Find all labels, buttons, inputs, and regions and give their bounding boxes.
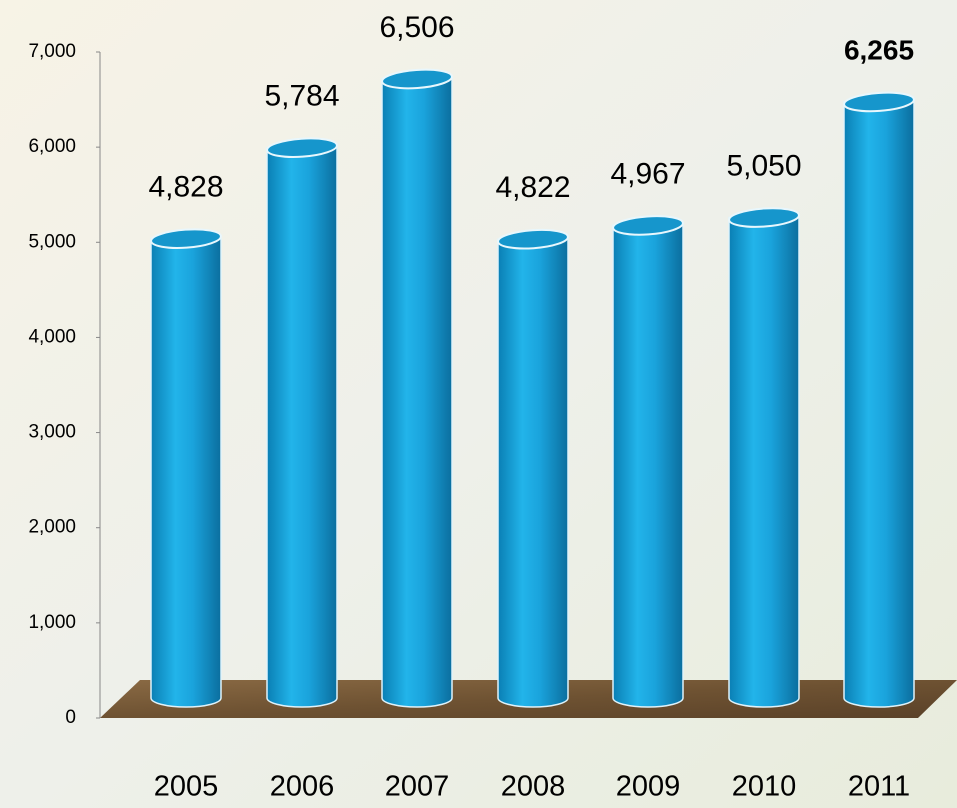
bar-top	[150, 228, 222, 249]
bar	[381, 68, 453, 708]
x-tick-label: 2008	[501, 771, 566, 803]
value-label: 4,822	[495, 171, 570, 204]
y-tick-label: 5,000	[28, 231, 76, 252]
y-tick-label: 1,000	[28, 612, 76, 633]
plot-area: 0 1,000 2,000 3,000 4,000 5,000 6,000 7,000 4,82…	[28, 11, 915, 803]
value-label: 6,506	[379, 11, 454, 44]
x-tick-label: 2010	[732, 771, 797, 803]
bar	[497, 228, 569, 708]
y-tick-label: 0	[65, 707, 76, 728]
bar-body	[381, 78, 453, 708]
y-tick-label: 2,000	[28, 517, 76, 538]
value-label: 5,050	[726, 149, 801, 182]
x-tick-label: 2007	[385, 771, 450, 803]
y-tick-label: 7,000	[28, 41, 76, 62]
value-label: 5,784	[264, 80, 339, 113]
value-label: 4,967	[610, 157, 685, 190]
bar	[612, 215, 684, 708]
x-tick-label: 2011	[848, 771, 910, 803]
y-tick-label: 3,000	[28, 422, 76, 443]
bar-body	[150, 237, 222, 708]
bar	[843, 91, 915, 708]
bar	[266, 137, 338, 708]
bar	[150, 228, 222, 708]
bar-top	[728, 207, 800, 228]
x-tick-label: 2006	[270, 771, 335, 803]
bar	[728, 207, 800, 708]
x-tick-label: 2009	[616, 771, 681, 803]
bar-top	[843, 91, 915, 113]
bar-body	[497, 238, 569, 708]
bar-top	[612, 215, 684, 236]
y-tick-label: 4,000	[28, 326, 76, 347]
x-tick-label: 2005	[154, 771, 219, 803]
value-label: 4,828	[148, 171, 223, 204]
bar-top	[497, 228, 569, 250]
bar-body	[728, 216, 800, 708]
bar-top	[266, 137, 338, 158]
y-tick-label: 6,000	[28, 136, 76, 157]
bar-body	[612, 224, 684, 708]
value-label: 6,265	[844, 34, 914, 65]
bar-body	[843, 101, 915, 708]
bar-body	[266, 146, 338, 708]
bar-top	[381, 68, 453, 90]
